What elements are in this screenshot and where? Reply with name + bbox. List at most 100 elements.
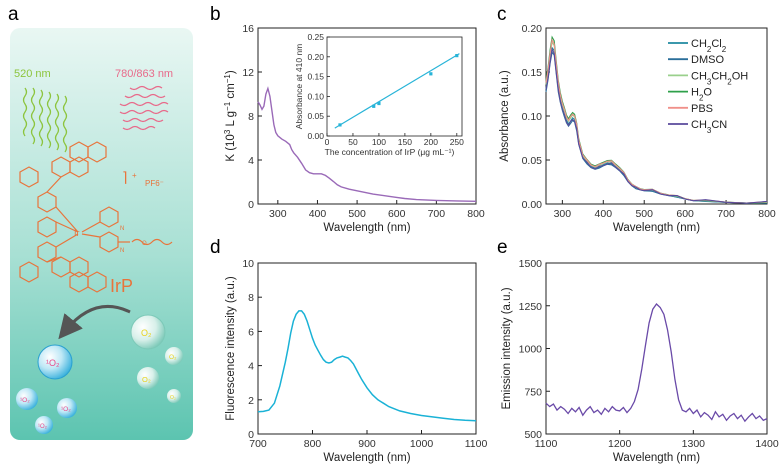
chart-c: 300 400 500 600 700 800 0.00 0.05 0.10 0.15 0.20 Wa… <box>499 23 776 234</box>
x-tick-label: 1100 <box>535 438 558 450</box>
y-tick-label: 4 <box>248 361 254 373</box>
y-tick-label: 1500 <box>519 258 543 270</box>
charge-bracket: ⌉ <box>122 169 127 185</box>
y-tick-label: 6 <box>248 326 254 338</box>
series-line <box>545 40 768 204</box>
x-tick-label: 400 <box>309 208 327 220</box>
y-tick-label: 2 <box>248 395 254 407</box>
ir-atom-label: Ir <box>74 228 80 238</box>
inset-data-point <box>377 101 381 106</box>
x-tick-label: 300 <box>554 208 572 220</box>
x-tick-label: 1400 <box>755 438 779 450</box>
y-tick-label: 16 <box>242 23 254 35</box>
y-tick-label: 8 <box>248 111 254 123</box>
x-tick-label: 700 <box>249 438 267 450</box>
panel-label-e: e <box>497 237 508 258</box>
oxygen-bubble-small-label: O₂ <box>169 354 177 361</box>
o-atom-label: O <box>142 241 147 247</box>
counter-ion-label: PF6⁻ <box>145 179 164 188</box>
n-atom-label-2: N <box>120 248 124 254</box>
inset-y-tick-label: 0.05 <box>307 111 324 121</box>
chart-d: 700 800 900 1000 1100 0 2 4 6 8 10 Wavelength (nm) F… <box>225 258 487 464</box>
x-tick-label: 600 <box>676 208 694 220</box>
series-line <box>545 47 768 204</box>
singlet-oxygen-bubble-4-icon <box>35 416 53 434</box>
green-wave-icon <box>22 87 68 153</box>
schematic-panel <box>10 28 193 440</box>
x-tick-label: 600 <box>388 208 406 220</box>
legend-label: CH2Cl2 <box>691 38 727 54</box>
singlet-oxygen-label-4: ¹O₂ <box>38 424 48 430</box>
x-tick-label: 800 <box>304 438 322 450</box>
y-axis-label: Absorbance (a.u.) <box>499 70 511 162</box>
oxygen-bubble-small-icon <box>165 347 183 365</box>
plot-frame <box>545 27 768 205</box>
inset-x-tick-label: 150 <box>398 137 412 147</box>
x-axis-label: Wavelength (nm) <box>323 452 410 464</box>
energy-transfer-arrow-icon <box>58 304 131 340</box>
y-tick-label: 0.20 <box>522 23 543 35</box>
y-axis-label: Emission intensity (a.u.) <box>501 287 513 409</box>
inset-y-axis-label: Absorbance at 410 nm <box>294 44 304 130</box>
inset-x-axis-label: The concentration of IrP (μg mL⁻¹) <box>325 147 455 157</box>
x-tick-label: 700 <box>428 208 446 220</box>
series-line <box>545 35 768 204</box>
y-tick-label: 1250 <box>519 301 543 313</box>
inset-y-tick-label: 0.15 <box>307 72 324 82</box>
fluorescence-curve <box>257 310 477 422</box>
y-tick-label: 4 <box>248 155 254 167</box>
compound-label: IrP <box>110 276 133 296</box>
legend-label: CH3CH2OH <box>691 70 748 86</box>
oxygen-bubble-tiny-icon <box>167 389 181 403</box>
legend-label: DMSO <box>691 54 724 66</box>
inset-x-tick-label: 200 <box>424 137 438 147</box>
inset-x-tick-label: 250 <box>450 137 464 147</box>
legend-label: H2O <box>691 87 712 103</box>
oxygen-bubble-tiny-label: O₂ <box>170 395 176 401</box>
legend-label: CH3CN <box>691 119 727 135</box>
panel-label-c: c <box>497 4 507 25</box>
oxygen-bubble-mid-label: O₂ <box>142 375 151 384</box>
y-tick-label: 500 <box>524 429 542 441</box>
x-axis-label: Wavelength (nm) <box>323 222 410 234</box>
plot-frame <box>257 262 477 435</box>
legend-label: PBS <box>691 103 713 115</box>
absorption-curve <box>257 86 477 202</box>
chart-e: 1100 1200 1300 1400 500 750 1000 1250 1500 Wavele… <box>501 258 779 464</box>
inset-data-point <box>455 54 459 58</box>
singlet-oxygen-bubble-2-icon <box>16 388 38 410</box>
x-axis-label: Wavelength (nm) <box>613 452 700 464</box>
y-axis-label: K (103 L g−1 cm−1) <box>223 70 238 162</box>
y-tick-label: 12 <box>242 67 254 79</box>
x-tick-label: 300 <box>269 208 287 220</box>
red-wave-icon <box>119 85 169 131</box>
inset-data-point <box>338 123 342 127</box>
inset-data-point <box>372 104 376 108</box>
panel-label-b: b <box>210 4 221 25</box>
x-tick-label: 500 <box>635 208 653 220</box>
series-line <box>545 38 768 204</box>
x-tick-label: 1100 <box>465 438 488 450</box>
singlet-oxygen-label-2: ¹O₂ <box>20 397 30 404</box>
charge-label: + <box>132 171 137 180</box>
y-tick-label: 1000 <box>519 344 543 356</box>
inset-x-tick-label: 0 <box>325 137 330 147</box>
x-tick-label: 1300 <box>682 438 706 450</box>
y-tick-label: 0.15 <box>522 67 543 79</box>
y-tick-label: 10 <box>242 258 254 270</box>
oxygen-bubble-mid-icon <box>137 367 159 389</box>
oxygen-bubble-icon <box>130 314 166 350</box>
inset-fit-line <box>334 53 460 129</box>
irp-molecule-icon <box>19 141 173 293</box>
oxygen-bubble-label: O₂ <box>141 328 152 338</box>
green-light-label: 520 nm <box>14 68 51 80</box>
y-tick-label: 0 <box>248 429 254 441</box>
emission-curve <box>545 303 768 423</box>
y-tick-label: 0.00 <box>522 199 543 211</box>
panel-label-a: a <box>8 4 19 25</box>
x-tick-label: 1000 <box>410 438 434 450</box>
singlet-oxygen-bubble-icon <box>37 344 73 380</box>
x-tick-label: 800 <box>758 208 776 220</box>
